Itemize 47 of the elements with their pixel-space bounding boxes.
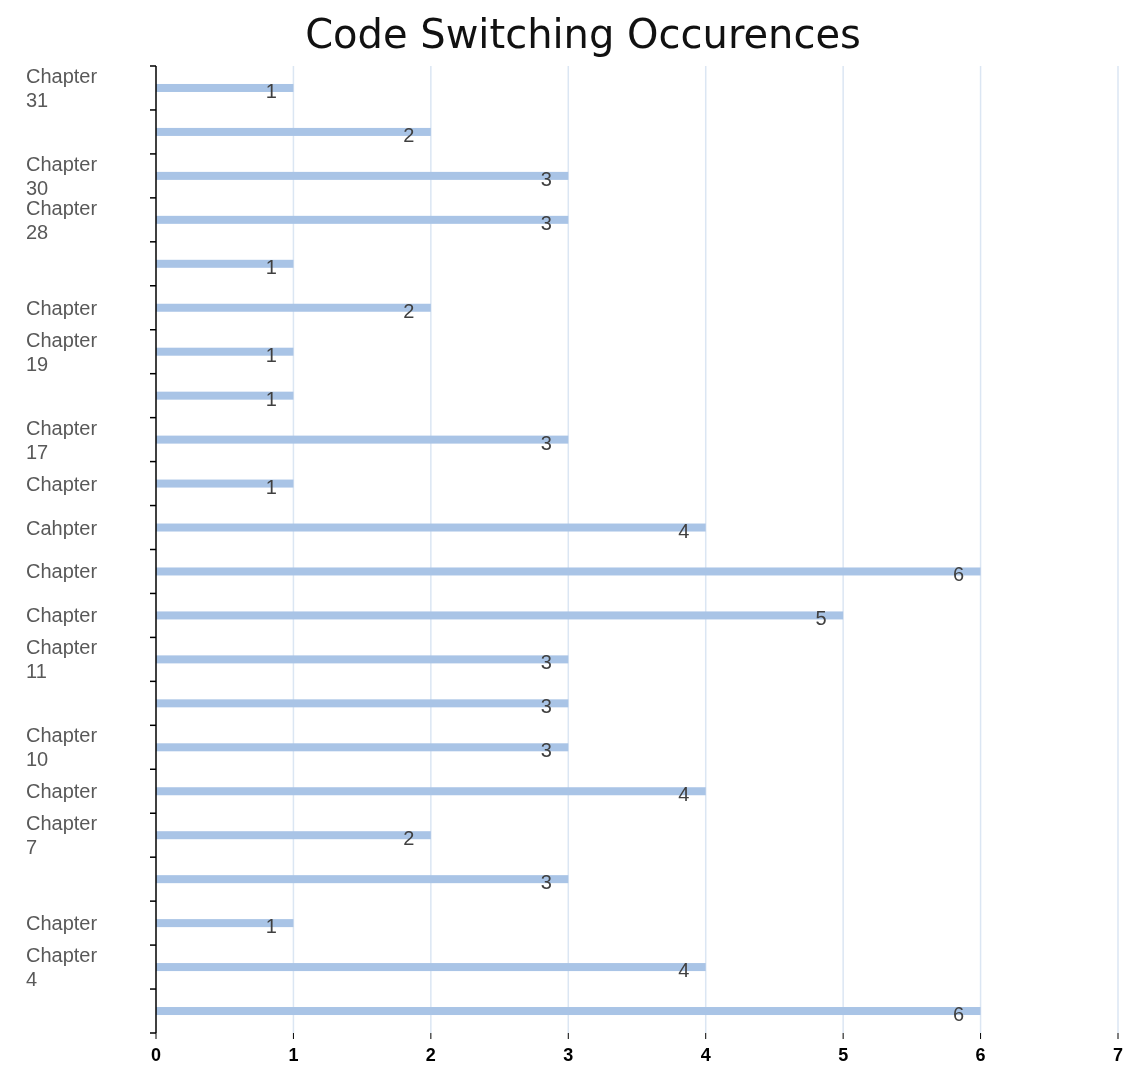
data-label: 2 [403,299,415,322]
data-label: 2 [403,827,415,850]
y-tick-label: Chapter 17 [26,416,98,463]
data-label: 6 [953,563,965,586]
x-tick-label: 0 [150,1045,162,1065]
x-tick-label: 5 [838,1045,849,1065]
data-label: 5 [815,607,827,630]
x-tick-label: 7 [1112,1045,1124,1065]
data-label: 1 [265,915,277,938]
y-tick-label: Chapter 19 [26,328,98,375]
data-label: 1 [265,343,277,366]
x-tick-label: 6 [975,1045,986,1065]
y-tick-label: Chapter [26,296,98,319]
data-label: 3 [540,651,552,674]
data-label: 3 [540,871,552,894]
y-tick-label: Chapter [26,560,98,583]
data-label: 4 [678,959,690,982]
data-label: 1 [265,79,277,102]
y-tick-label: Chapter [26,472,98,495]
x-tick-label: 3 [563,1045,574,1065]
x-tick-label: 1 [288,1045,299,1065]
y-tick-label: Chapter 10 [26,724,98,771]
y-tick-label: Chapter 30 [26,152,98,199]
data-label: 6 [953,1003,965,1026]
data-label: 4 [678,519,690,542]
y-tick-label: Cahpter [26,516,98,539]
x-tick-label: 2 [425,1045,436,1065]
y-tick-label: Chapter 31 [26,64,98,111]
data-label: 3 [540,739,552,762]
data-label: 4 [678,783,690,806]
data-label: 1 [265,475,277,498]
y-tick-label: Chapter 7 [26,812,98,859]
data-label: 3 [540,431,552,454]
data-label: 3 [540,211,552,234]
data-label: 3 [540,167,552,190]
y-tick-label: Chapter 4 [26,944,98,991]
data-label: 2 [403,123,415,146]
x-tick-label: 4 [700,1045,711,1065]
data-label: 3 [540,695,552,718]
y-tick-label: Chapter 11 [26,636,98,683]
data-label: 1 [265,255,277,278]
y-tick-label: Chapter [26,604,98,627]
y-tick-label: Chapter [26,912,98,935]
y-tick-label: Chapter [26,780,98,803]
chart-title: Code Switching Occurences [305,11,861,57]
y-tick-label: Chapter 28 [26,196,98,243]
data-label: 1 [265,387,277,410]
